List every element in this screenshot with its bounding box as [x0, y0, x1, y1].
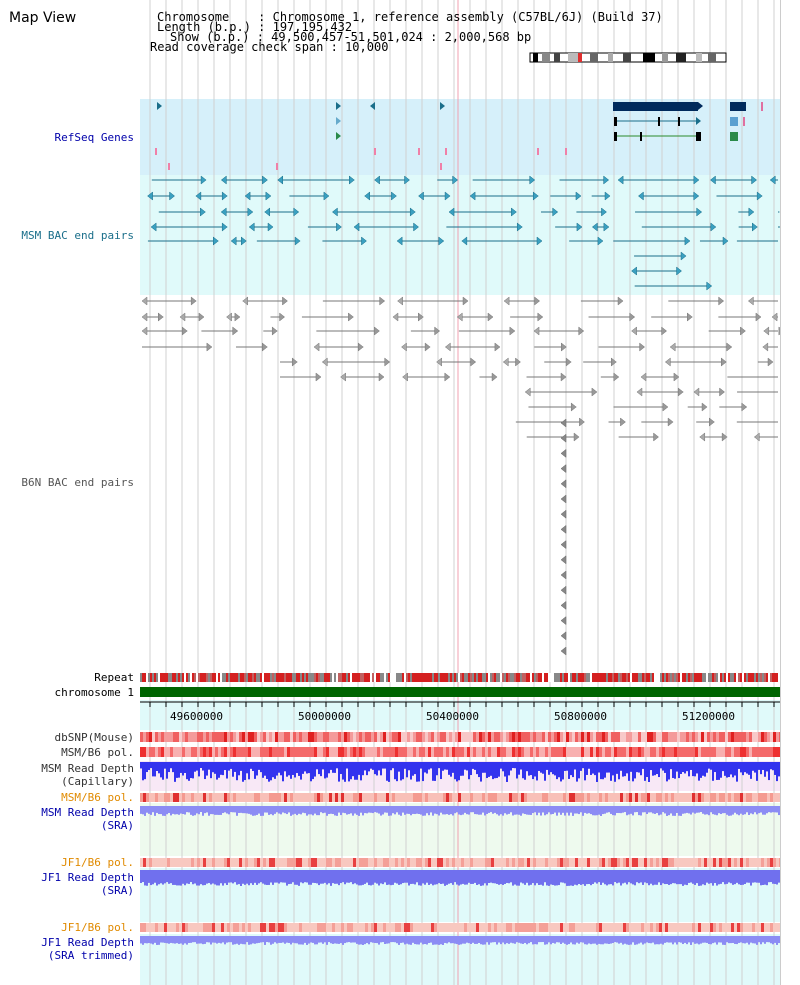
chromosome-bar	[140, 687, 780, 697]
b6n-bac-features[interactable]	[141, 296, 780, 656]
msm-b6-pol-2-label: MSM/B6 pol.	[61, 791, 134, 804]
repeat-track	[140, 673, 780, 682]
msm-read-depth-cap-label: MSM Read Depth (Capillary)	[41, 762, 134, 788]
chromosome-track-label: chromosome 1	[54, 686, 134, 699]
axis-tick-label: 51200000	[682, 710, 735, 723]
axis-tick-label: 50400000	[426, 710, 479, 723]
track-label-column	[0, 0, 140, 985]
show-label: Show (b.p.) : 49,500,457-51,501,024 : 2,…	[170, 30, 532, 44]
position-axis	[140, 701, 780, 707]
refseq-label[interactable]: RefSeq Genes	[54, 131, 134, 144]
genome-features[interactable]	[140, 0, 780, 985]
right-margin	[780, 0, 800, 985]
axis-band	[140, 700, 780, 730]
msm-bac-label[interactable]: MSM BAC end pairs	[21, 229, 134, 242]
jf1-read-depth-trim-label: JF1 Read Depth (SRA trimmed)	[41, 936, 134, 962]
msm-b6-pol-label: MSM/B6 pol.	[61, 746, 134, 759]
axis-tick-label: 49600000	[170, 710, 223, 723]
chromosome-ideogram[interactable]	[528, 52, 728, 64]
msm-read-depth-sra-label: MSM Read Depth (SRA)	[41, 806, 134, 832]
jf1-b6-pol-2-label: JF1/B6 pol.	[61, 921, 134, 934]
jf1-read-depth-sra-label: JF1 Read Depth (SRA)	[41, 871, 134, 897]
refseq-genes[interactable]	[155, 102, 763, 170]
length-label: Length (b.p.) : 197,195,432	[157, 20, 353, 34]
msm-bac-features[interactable]	[147, 175, 780, 291]
axis-tick-label: 50800000	[554, 710, 607, 723]
dbsnp-label: dbSNP(Mouse)	[54, 731, 134, 744]
read-depth-bars	[140, 762, 780, 945]
jf1-b6-pol-label: JF1/B6 pol.	[61, 856, 134, 869]
chromosome-label: Chromosome : Chromosome 1, reference ass…	[157, 10, 663, 24]
axis-tick-label: 50000000	[298, 710, 351, 723]
polymorphism-heatmaps	[140, 732, 780, 932]
page-title: Map View	[9, 10, 77, 26]
refseq-band	[140, 99, 780, 175]
repeat-label: Repeat	[94, 671, 134, 684]
coverage-label: Read coverage check span : 10,000	[150, 40, 389, 54]
b6n-bac-label[interactable]: B6N BAC end pairs	[21, 476, 134, 489]
